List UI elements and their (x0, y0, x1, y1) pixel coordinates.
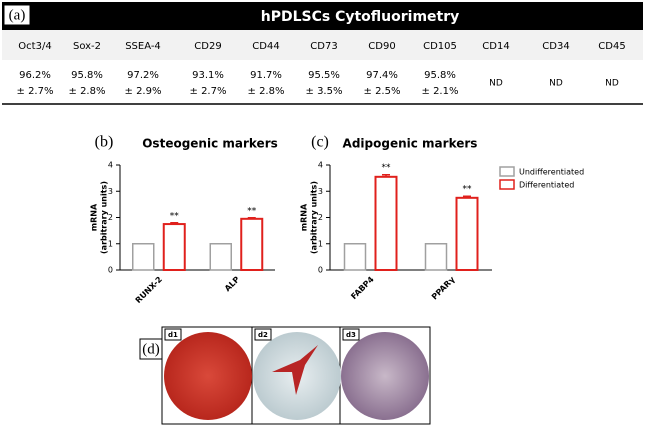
image-label: d2 (258, 331, 268, 339)
image-label-box (342, 328, 360, 341)
cell-sd: ± 2.5% (364, 86, 401, 97)
chart-title: Adipogenic markers (343, 137, 478, 151)
error-bar (247, 217, 256, 219)
table: Oct3/4 96.2% ± 2.7% Sox-2 95.8% ± 2.8% SSEA-4 9… (17, 41, 626, 97)
stain (272, 345, 318, 395)
legend-label: Undifferentiated (519, 168, 584, 177)
cell-sd: ± 3.5% (306, 86, 343, 97)
cell-mean: 96.2% (19, 70, 51, 81)
error-bar (170, 222, 179, 225)
bar (162, 223, 186, 271)
table-title: hPDLSCs Cytofluorimetry (261, 9, 460, 25)
column-header: CD44 (252, 41, 279, 52)
cell-sd: ± 2.7% (190, 86, 227, 97)
bar (455, 196, 479, 271)
x-tick-label: PPARγ (430, 274, 457, 301)
legend-label: Differentiated (519, 181, 574, 190)
cell-mean: 97.4% (366, 70, 398, 81)
panel-box (139, 338, 163, 360)
cell-mean: 97.2% (127, 70, 159, 81)
y-tick-label: 4 (108, 161, 113, 170)
annotation: ** (463, 185, 473, 195)
cell-mean: 95.8% (424, 70, 456, 81)
cell-sd: ± 2.1% (422, 86, 459, 97)
bar (343, 243, 367, 271)
column-header: CD105 (423, 41, 457, 52)
y-tick-label: 2 (108, 213, 113, 222)
y-tick-label: 1 (318, 239, 323, 248)
cell-mean: 95.5% (308, 70, 340, 81)
annotation: ** (382, 163, 392, 173)
y-tick-label: 0 (318, 266, 323, 275)
column-header: CD73 (310, 41, 337, 52)
cell-mean: ND (489, 79, 503, 89)
cell-mean: ND (549, 79, 563, 89)
panel-label: (d) (142, 341, 160, 357)
image-label-box (254, 328, 272, 341)
column-header: Sox-2 (73, 41, 101, 52)
cell-mean: 95.8% (71, 70, 103, 81)
y-tick-label: 2 (318, 213, 323, 222)
annotation: ** (170, 211, 180, 221)
panel-label: (b) (95, 134, 114, 151)
column-header: CD14 (482, 41, 509, 52)
y-axis-label: mRNA (300, 203, 309, 231)
column-header: Oct3/4 (18, 41, 51, 52)
x-tick-label: FABP4 (349, 275, 376, 302)
cell-mean: 91.7% (250, 70, 282, 81)
column-header: CD45 (598, 41, 625, 52)
cell-mean: ND (605, 79, 619, 89)
column-header: SSEA-4 (125, 41, 161, 52)
table-header-bar (2, 2, 643, 30)
y-axis-label: (arbitrary units) (310, 181, 319, 254)
y-axis-label: mRNA (90, 203, 99, 231)
bar (374, 175, 398, 271)
panel-label: (a) (9, 7, 26, 23)
cell-sd: ± 2.9% (125, 86, 162, 97)
annotation: ** (247, 206, 257, 216)
chart-title: Osteogenic markers (142, 137, 278, 151)
y-axis-label: (arbitrary units) (100, 181, 109, 254)
x-tick-label: ALP (223, 275, 242, 294)
bar (209, 243, 232, 271)
cell-mean: 93.1% (192, 70, 224, 81)
y-tick-label: 3 (318, 187, 323, 196)
panel-box (3, 4, 31, 26)
error-bar (463, 195, 471, 198)
image-label: d1 (168, 331, 178, 339)
image-labels: d1 d2 d3 (164, 328, 360, 341)
bar (240, 217, 264, 271)
bar (132, 243, 155, 271)
panel-label: (c) (311, 134, 329, 151)
y-tick-label: 0 (108, 266, 113, 275)
cell-sd: ± 2.7% (17, 86, 54, 97)
error-bar (382, 173, 390, 177)
legend-swatch (499, 179, 515, 190)
bar (424, 243, 448, 271)
legend-swatch (499, 166, 515, 177)
header-row (2, 30, 643, 60)
y-tick-label: 4 (318, 161, 323, 170)
x-tick-label: RUNX-2 (134, 275, 164, 305)
y-tick-label: 3 (108, 187, 113, 196)
column-header: CD34 (542, 41, 569, 52)
y-tick-label: 1 (108, 239, 113, 248)
micrograph (341, 332, 429, 420)
micrograph (164, 332, 252, 420)
cell-sd: ± 2.8% (69, 86, 106, 97)
image-label-box (164, 328, 182, 341)
column-header: CD29 (194, 41, 221, 52)
cell-sd: ± 2.8% (248, 86, 285, 97)
column-header: CD90 (368, 41, 395, 52)
image-label: d3 (346, 331, 356, 339)
